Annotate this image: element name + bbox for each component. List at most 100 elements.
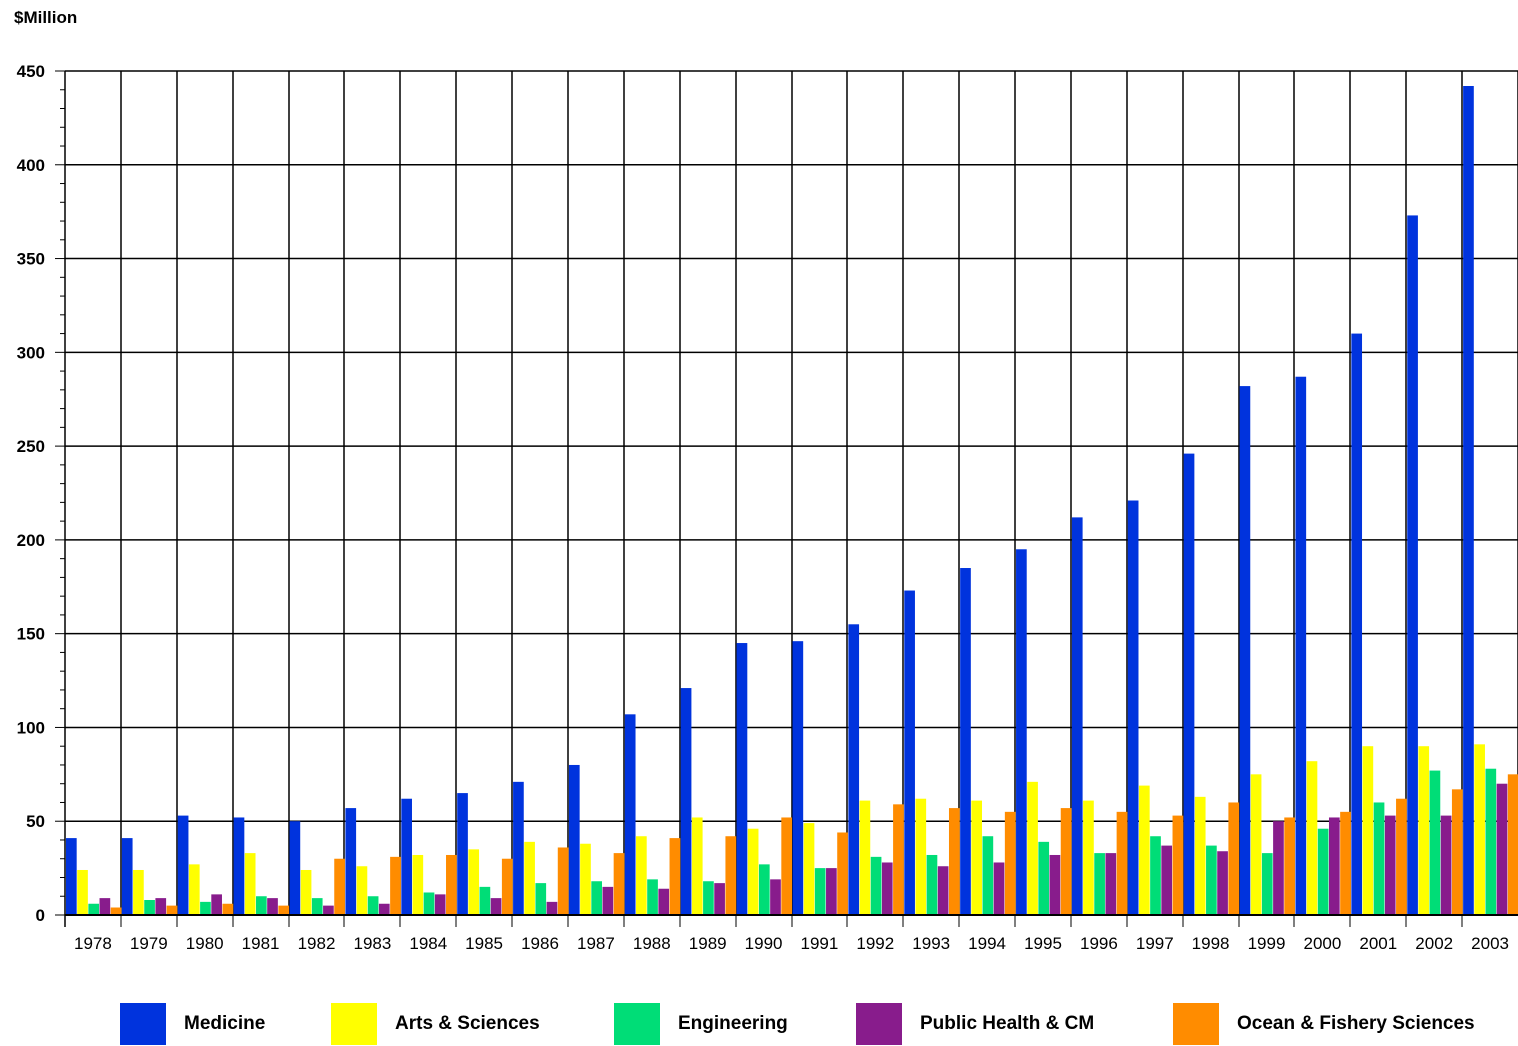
bar-ocean-fishery-sciences-1991 (837, 832, 848, 915)
bar-arts-sciences-1981 (244, 853, 256, 915)
bar-engineering-1978 (88, 903, 100, 915)
legend-swatch (614, 1003, 660, 1045)
bar-public-health-cm-1983 (378, 903, 390, 915)
bar-medicine-1988 (624, 714, 636, 915)
bar-medicine-1979 (121, 838, 133, 915)
legend-label: Medicine (184, 1013, 266, 1034)
bar-engineering-1993 (926, 854, 938, 915)
bar-medicine-1992 (848, 624, 860, 915)
bar-engineering-1990 (758, 864, 770, 915)
bar-ocean-fishery-sciences-1981 (278, 905, 290, 915)
bar-ocean-fishery-sciences-1997 (1172, 815, 1184, 915)
legend-label: Public Health & CM (920, 1013, 1095, 1034)
bar-arts-sciences-1991 (803, 823, 815, 915)
x-tick-label: 2000 (1303, 934, 1341, 953)
bar-engineering-2000 (1317, 828, 1329, 915)
bar-engineering-2002 (1429, 770, 1441, 915)
bar-medicine-1983 (345, 808, 357, 915)
bar-medicine-1999 (1239, 386, 1251, 916)
bar-engineering-1999 (1261, 853, 1273, 915)
x-tick-label: 1981 (242, 934, 280, 953)
y-tick-label: 150 (17, 625, 45, 644)
bar-medicine-1996 (1071, 517, 1083, 915)
x-tick-label: 1998 (1192, 934, 1230, 953)
bar-public-health-cm-1992 (881, 862, 893, 915)
bar-public-health-cm-1982 (323, 905, 334, 915)
bar-engineering-1997 (1150, 836, 1161, 915)
x-tick-label: 1984 (409, 934, 447, 953)
bar-arts-sciences-1998 (1194, 796, 1206, 915)
bar-ocean-fishery-sciences-1980 (222, 903, 234, 915)
bar-public-health-cm-1991 (826, 868, 837, 915)
bar-arts-sciences-1979 (133, 869, 144, 915)
bar-arts-sciences-1993 (915, 798, 927, 915)
y-tick-label: 300 (17, 343, 45, 362)
bar-public-health-cm-1986 (546, 901, 558, 915)
bar-public-health-cm-1981 (267, 898, 278, 915)
bar-public-health-cm-1997 (1161, 845, 1173, 915)
grid-lines (65, 70, 1518, 915)
bar-arts-sciences-2000 (1306, 761, 1318, 915)
bar-public-health-cm-1979 (155, 898, 167, 915)
bar-medicine-1978 (66, 838, 77, 915)
bar-medicine-2002 (1407, 215, 1418, 916)
bar-public-health-cm-1978 (99, 898, 111, 915)
bar-ocean-fishery-sciences-2002 (1451, 789, 1463, 915)
x-tick-label: 1988 (633, 934, 671, 953)
bar-engineering-1984 (423, 892, 435, 915)
bar-public-health-cm-1980 (211, 894, 222, 915)
bar-ocean-fishery-sciences-2000 (1340, 811, 1351, 915)
bar-ocean-fishery-sciences-1978 (110, 907, 122, 915)
axes (55, 70, 1518, 927)
legend-item: Engineering (614, 1002, 788, 1046)
unit-label: $Million (14, 8, 78, 27)
bar-engineering-1994 (982, 836, 994, 915)
bar-arts-sciences-1992 (859, 800, 871, 915)
bar-engineering-1986 (535, 883, 547, 915)
x-tick-labels: 1978 1979 1980 1981 1982 1983 1984 1985 1986 1987… (74, 934, 1509, 953)
bar-arts-sciences-1980 (188, 864, 200, 915)
bar-ocean-fishery-sciences-1982 (334, 858, 345, 915)
bar-medicine-1986 (513, 781, 524, 915)
bar-medicine-1980 (177, 815, 189, 915)
bar-public-health-cm-1999 (1273, 821, 1284, 915)
bar-ocean-fishery-sciences-1994 (1004, 811, 1016, 915)
bar-medicine-1995 (1016, 549, 1027, 915)
legend-item: Ocean & Fishery Sciences (1173, 1002, 1475, 1046)
bar-ocean-fishery-sciences-1987 (613, 853, 625, 915)
bar-public-health-cm-1984 (434, 894, 446, 915)
x-tick-label: 1995 (1024, 934, 1062, 953)
bar-engineering-1983 (367, 896, 379, 915)
bar-ocean-fishery-sciences-1995 (1060, 808, 1072, 915)
bar-engineering-1996 (1094, 853, 1105, 915)
bar-medicine-1990 (736, 643, 748, 915)
bar-ocean-fishery-sciences-1983 (390, 856, 401, 915)
bar-arts-sciences-2002 (1418, 746, 1430, 915)
bar-medicine-1981 (233, 817, 245, 915)
bar-arts-sciences-1996 (1083, 800, 1094, 915)
bar-medicine-1982 (289, 821, 301, 915)
y-tick-label: 200 (17, 531, 45, 550)
bar-medicine-1998 (1183, 453, 1195, 915)
bar-ocean-fishery-sciences-2003 (1507, 774, 1518, 915)
bar-engineering-1982 (311, 898, 323, 915)
bar-medicine-1987 (568, 764, 580, 915)
bar-public-health-cm-1996 (1105, 853, 1117, 915)
x-tick-label: 1999 (1248, 934, 1286, 953)
bar-medicine-1984 (401, 798, 412, 915)
legend-swatch (1173, 1003, 1219, 1045)
x-tick-label: 2002 (1415, 934, 1453, 953)
bar-arts-sciences-1987 (580, 843, 591, 915)
legend-swatch (120, 1003, 166, 1045)
bar-public-health-cm-1988 (658, 888, 670, 915)
bar-engineering-1991 (814, 868, 826, 915)
bar-arts-sciences-1990 (747, 828, 759, 915)
bar-ocean-fishery-sciences-1984 (446, 854, 457, 915)
bar-ocean-fishery-sciences-1979 (166, 905, 178, 915)
bar-arts-sciences-1994 (971, 800, 983, 915)
bar-ocean-fishery-sciences-1990 (781, 817, 792, 915)
bar-chart: 0 50 100 150 200 250 300 350 400 450 1978 1979 1980… (17, 62, 1518, 953)
bar-public-health-cm-1985 (490, 898, 502, 915)
bar-ocean-fishery-sciences-1999 (1284, 817, 1295, 915)
bar-arts-sciences-2003 (1474, 744, 1485, 915)
